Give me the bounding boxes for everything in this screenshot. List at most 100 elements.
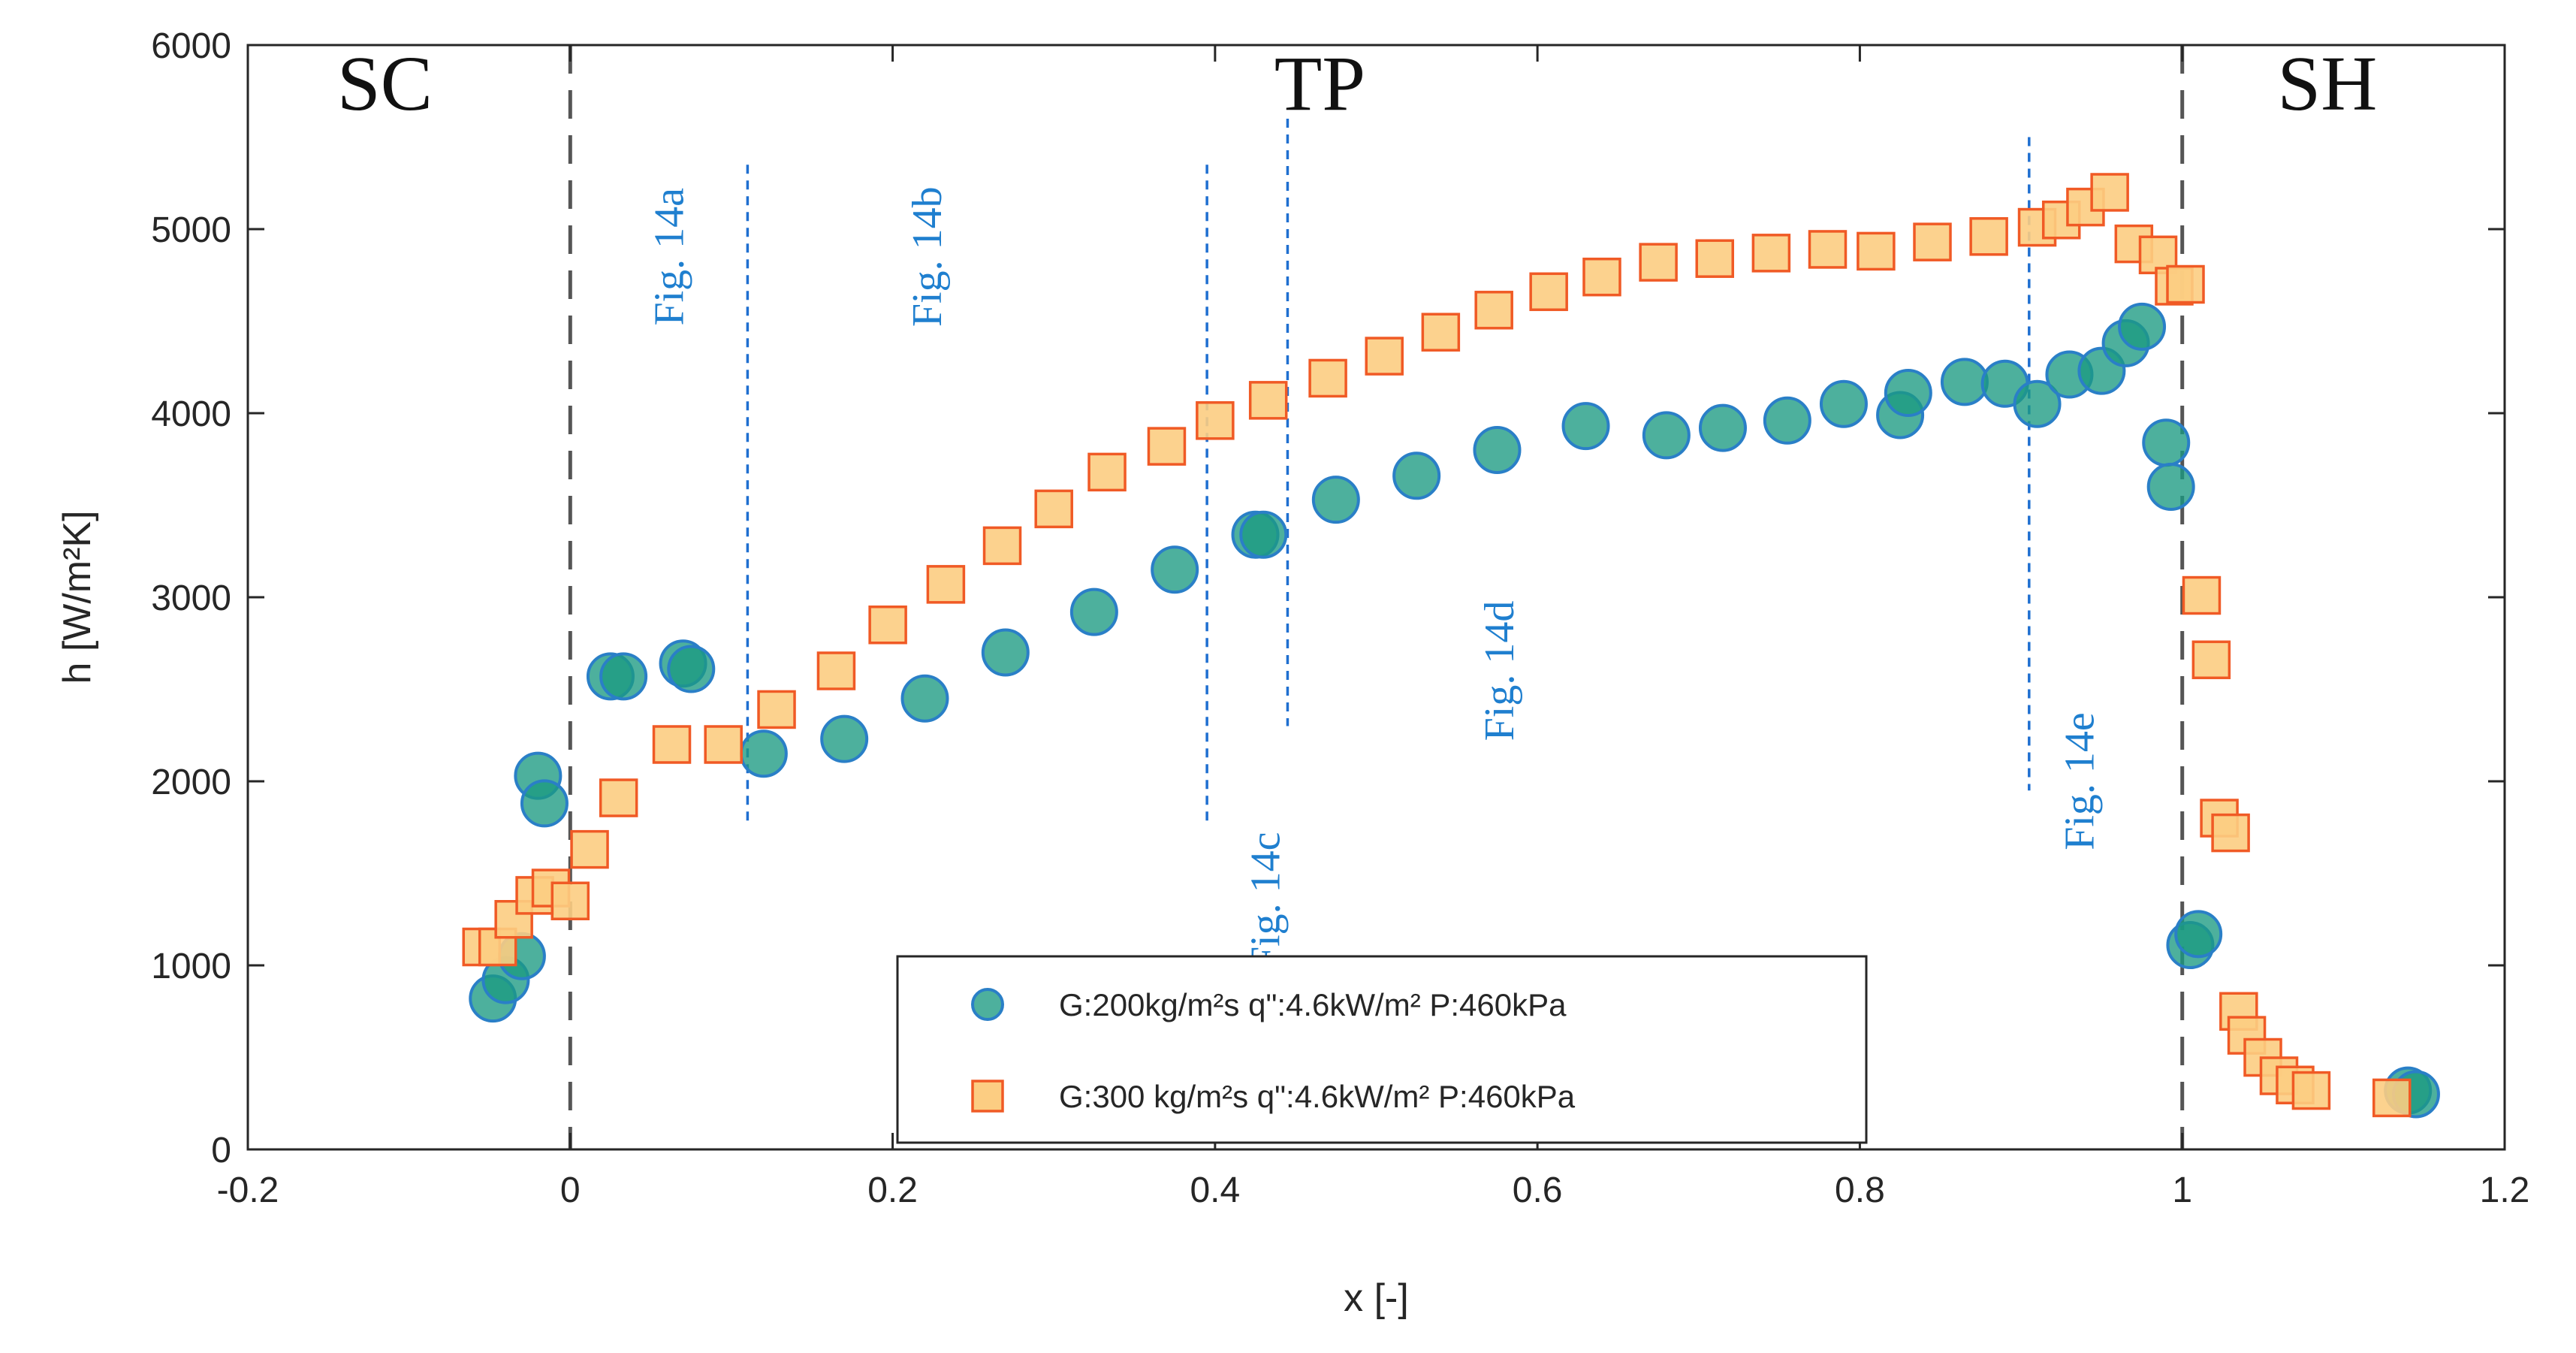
tick-labels: -0.2 0 0.2 0.4 0.6 0.8 1 1.20100020003000400050… (151, 26, 2529, 1210)
data-point (981, 628, 1030, 677)
y-tick-label: 4000 (151, 394, 231, 434)
data-point (1239, 510, 1288, 559)
data-point (1582, 257, 1621, 297)
data-point (2118, 302, 2167, 351)
data-point (1069, 587, 1118, 636)
data-point (1819, 379, 1868, 428)
data-point (1421, 313, 1461, 352)
legend: G:200kg/m²s q":4.6kW/m² P:460kPa G:300 k… (896, 955, 1868, 1144)
data-point (1913, 222, 1952, 261)
data-point (820, 714, 869, 763)
data-point (667, 645, 716, 693)
data-point (1392, 452, 1441, 500)
data-point (2191, 640, 2231, 680)
data-point (926, 565, 966, 604)
legend-marker-square (971, 1080, 1004, 1113)
data-point (520, 779, 569, 828)
data-point (2182, 575, 2222, 615)
y-tick-label: 6000 (151, 26, 231, 66)
x-axis-label: x [-] (1344, 1276, 1409, 1320)
data-point (1642, 411, 1691, 460)
region-label-sc: SC (337, 41, 433, 127)
data-point (2142, 418, 2191, 467)
data-point (1308, 358, 1347, 398)
data-point (1087, 452, 1127, 492)
data-point (1147, 427, 1187, 466)
data-point (1473, 426, 1522, 474)
series-g300 (462, 173, 2412, 1118)
data-point (1561, 402, 1610, 451)
data-point (2146, 463, 2195, 511)
data-point (868, 606, 907, 645)
x-tick-label: 0.6 (1513, 1170, 1563, 1210)
x-tick-label: -0.2 (217, 1170, 279, 1210)
data-point (2211, 813, 2250, 853)
annotation-label: Fig. 14d (1477, 601, 1523, 741)
data-point (1474, 291, 1513, 330)
data-point (1196, 401, 1235, 440)
y-tick-label: 5000 (151, 210, 231, 250)
data-point (1884, 369, 1932, 418)
data-point (1639, 243, 1678, 282)
annotation-label: Fig. 14b (904, 186, 951, 327)
data-point (1529, 272, 1568, 312)
data-point (739, 729, 788, 778)
data-point (570, 829, 609, 869)
data-point (1857, 231, 1896, 271)
x-tick-label: 0.2 (867, 1170, 918, 1210)
data-point (1808, 230, 1848, 269)
data-point (816, 651, 856, 690)
data-point (2291, 1071, 2331, 1110)
data-point (1151, 545, 1199, 594)
data-point (900, 674, 949, 723)
region-labels: SC TP SH (337, 41, 2378, 127)
data-point (757, 690, 796, 729)
data-point (2090, 173, 2129, 212)
data-point (1763, 396, 1811, 445)
data-point (652, 725, 692, 764)
data-point (1698, 403, 1747, 452)
region-label-tp: TP (1274, 41, 1365, 127)
annotation-label: Fig. 14e (2057, 712, 2104, 850)
data-point (2166, 264, 2205, 304)
x-tick-label: 1.2 (2480, 1170, 2530, 1210)
data-point (1695, 239, 1734, 278)
legend-marker-g300 (971, 1080, 1004, 1113)
data-point (704, 725, 743, 764)
data-point (982, 526, 1022, 566)
data-point (2174, 910, 2223, 959)
y-axis-label: h [W/m²K] (56, 510, 99, 684)
figure-annotations: Fig. 14a Fig. 14b Fig. 14c Fig. 14d Fig. 14e (647, 186, 2104, 970)
data-point (1248, 381, 1288, 420)
x-tick-label: 0.4 (1190, 1170, 1240, 1210)
data-point (1365, 337, 1404, 376)
data-point (1751, 234, 1791, 273)
legend-box (896, 955, 1868, 1144)
data-point (599, 778, 638, 817)
data-point (1940, 358, 1989, 406)
data-point (550, 881, 590, 920)
legend-entry-g200: G:200kg/m²s q":4.6kW/m² P:460kPa (1059, 987, 1567, 1022)
series-g200 (469, 302, 2440, 1119)
data-point (599, 652, 648, 701)
data-point (1034, 489, 1073, 529)
figure-dividers (746, 119, 2031, 828)
data-point (1969, 217, 2008, 256)
data-point (1311, 476, 1360, 524)
x-tick-label: 0 (560, 1170, 581, 1210)
annotation-label: Fig. 14a (647, 188, 693, 326)
x-tick-label: 1 (2172, 1170, 2192, 1210)
legend-entry-g300: G:300 kg/m²s q":4.6kW/m² P:460kPa (1059, 1079, 1576, 1114)
y-tick-label: 2000 (151, 763, 231, 802)
y-tick-label: 1000 (151, 947, 231, 986)
legend-marker-g200 (971, 988, 1004, 1021)
legend-marker-circle (971, 988, 1004, 1021)
x-tick-label: 0.8 (1835, 1170, 1885, 1210)
annotation-label: Fig. 14c (1243, 832, 1290, 970)
y-tick-label: 3000 (151, 578, 231, 618)
data-point (2013, 379, 2062, 428)
y-tick-label: 0 (211, 1131, 231, 1170)
region-label-sh: SH (2277, 41, 2377, 127)
data-point (2372, 1078, 2412, 1118)
